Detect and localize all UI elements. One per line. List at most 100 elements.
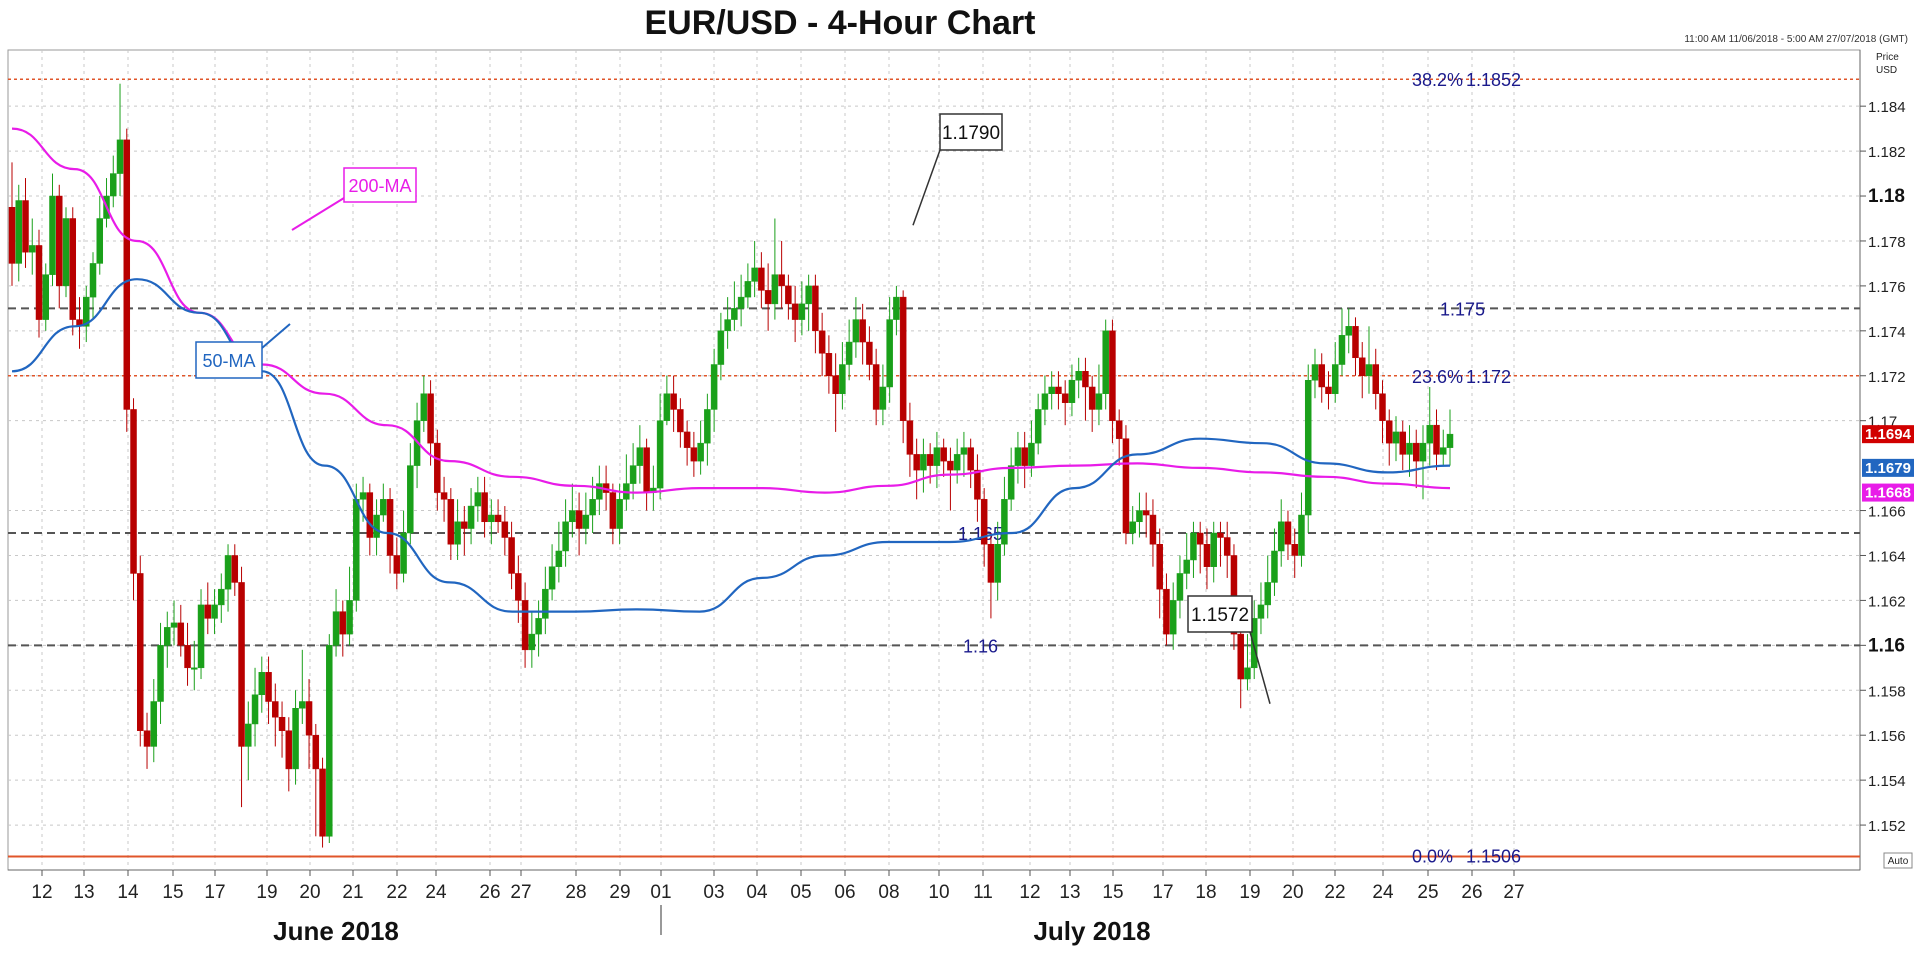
candle-body	[1244, 668, 1250, 679]
x-tick-label: 18	[1195, 882, 1216, 903]
candle-body	[893, 297, 899, 319]
candle-body	[745, 281, 751, 297]
candle-body	[610, 493, 616, 529]
candle-body	[866, 342, 872, 364]
candle-body	[239, 582, 245, 746]
candle-body	[1177, 573, 1183, 600]
candle-body	[1427, 425, 1433, 443]
candle-body	[907, 421, 913, 455]
x-tick-label: 20	[1282, 882, 1303, 903]
candle-body	[1373, 365, 1379, 394]
price-tag-label: 1.1668	[1865, 485, 1911, 502]
candle-body	[718, 331, 724, 365]
candle-body	[1339, 335, 1345, 364]
candle-body	[380, 499, 386, 515]
ma-50-label: 50-MA	[202, 351, 255, 371]
x-tick-label: 29	[609, 882, 630, 903]
candle-body	[738, 297, 744, 308]
candle-body	[1028, 443, 1034, 465]
candle-body	[596, 484, 602, 500]
candle-body	[752, 268, 758, 281]
candle-body	[1143, 511, 1149, 515]
x-tick-label: 12	[1019, 882, 1040, 903]
candle-body	[1298, 515, 1304, 555]
candle-body	[326, 645, 332, 836]
candle-body	[434, 443, 440, 492]
candle-body	[306, 702, 312, 736]
candle-body	[1001, 499, 1007, 544]
candle-body	[988, 544, 994, 582]
y-tick-label: 1.18	[1868, 186, 1905, 207]
callout-high-label: 1.1790	[942, 123, 1000, 144]
x-tick-label: 14	[117, 882, 139, 903]
candle-body	[394, 555, 400, 573]
candle-body	[252, 695, 258, 724]
candle-body	[1366, 365, 1372, 376]
candle-body	[1305, 380, 1311, 515]
candle-body	[1440, 448, 1446, 455]
x-tick-label: 03	[703, 882, 724, 903]
candle-body	[56, 196, 62, 286]
x-tick-label: 26	[1461, 882, 1482, 903]
fib-236-label: 23.6%	[1412, 367, 1463, 387]
y-tick-label: 1.158	[1868, 683, 1906, 700]
y-tick-label: 1.174	[1868, 324, 1906, 341]
candle-body	[1062, 394, 1068, 403]
candle-body	[43, 275, 49, 320]
candle-body	[1217, 533, 1223, 537]
candle-body	[698, 443, 704, 461]
x-tick-label: 22	[1324, 882, 1345, 903]
candle-body	[556, 551, 562, 567]
candle-body	[1312, 365, 1318, 381]
candle-body	[968, 448, 974, 470]
candle-body	[833, 376, 839, 394]
level-116-label: 1.16	[963, 636, 998, 656]
candle-body	[1082, 371, 1088, 387]
candle-body	[1103, 331, 1109, 394]
y-tick-label: 1.172	[1868, 369, 1906, 386]
candle-body	[1258, 605, 1264, 618]
candle-body	[340, 612, 346, 634]
candle-body	[812, 286, 818, 331]
candle-body	[1116, 421, 1122, 439]
x-tick-label: 22	[386, 882, 407, 903]
x-tick-label: 19	[1239, 882, 1260, 903]
candle-body	[502, 522, 508, 538]
candle-body	[9, 207, 15, 263]
candle-body	[704, 409, 710, 443]
candle-body	[137, 573, 143, 730]
x-tick-label: 28	[565, 882, 586, 903]
candle-body	[765, 290, 771, 303]
x-tick-label: 11	[973, 882, 993, 903]
candle-body	[1096, 394, 1102, 410]
candle-body	[1042, 394, 1048, 410]
candle-body	[448, 499, 454, 544]
x-tick-label: 04	[746, 882, 768, 903]
candle-body	[758, 268, 764, 290]
candle-body	[428, 394, 434, 443]
x-tick-label: 08	[878, 882, 899, 903]
candle-body	[1346, 326, 1352, 335]
candle-body	[799, 304, 805, 320]
candle-body	[320, 769, 326, 836]
candle-body	[1447, 434, 1453, 447]
y-tick-label: 1.184	[1868, 99, 1906, 116]
candle-body	[1359, 358, 1365, 376]
candle-body	[590, 499, 596, 515]
candle-body	[1150, 515, 1156, 544]
candle-body	[725, 320, 731, 331]
candle-body	[1049, 387, 1055, 394]
y-tick-label: 1.176	[1868, 279, 1906, 296]
candle-body	[293, 708, 299, 769]
candle-body	[1136, 511, 1142, 522]
candle-body	[779, 275, 785, 286]
candle-body	[232, 555, 238, 582]
candle-body	[286, 731, 292, 769]
candle-body	[117, 140, 123, 174]
candle-body	[806, 286, 812, 304]
candle-body	[495, 515, 501, 522]
candle-body	[16, 201, 22, 264]
x-tick-label: 15	[1102, 882, 1123, 903]
candle-body	[711, 365, 717, 410]
